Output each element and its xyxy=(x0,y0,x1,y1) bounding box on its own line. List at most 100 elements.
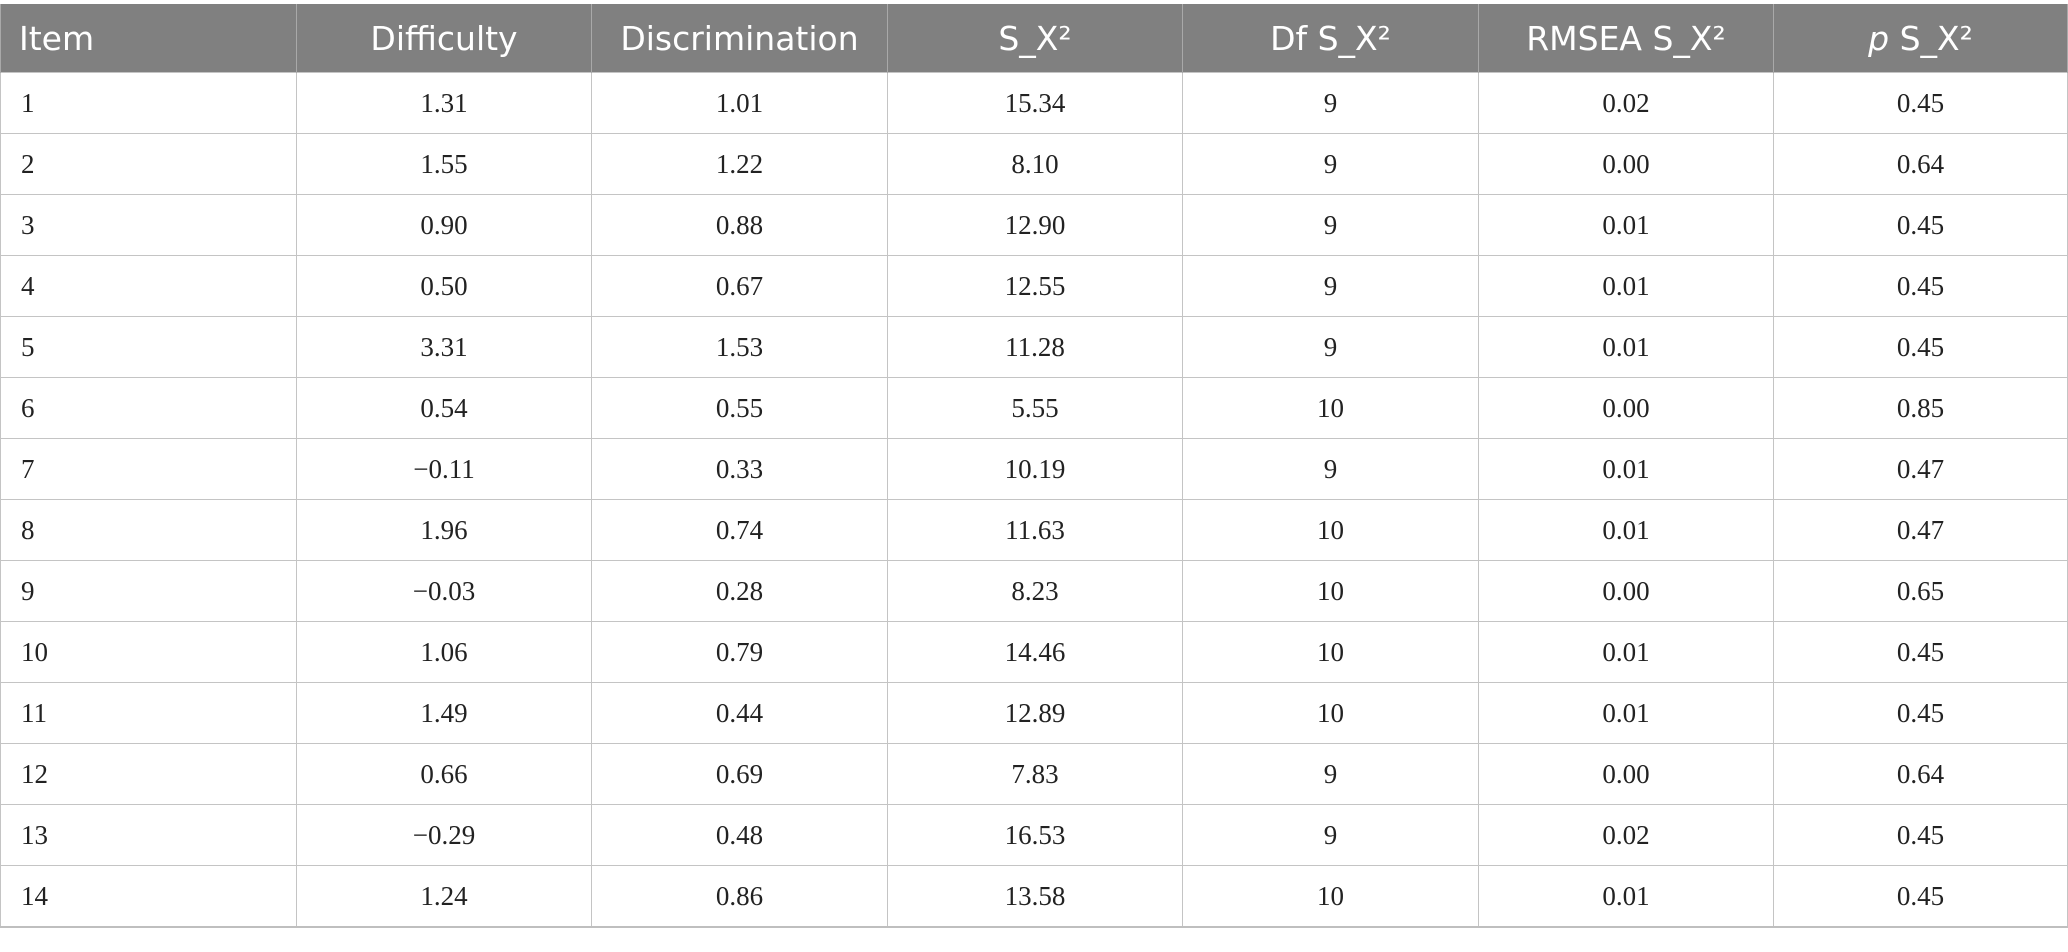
cell-rmsea: 0.02 xyxy=(1478,72,1774,134)
cell-rmsea: 0.00 xyxy=(1478,377,1774,439)
cell-sx2: 14.46 xyxy=(887,621,1183,683)
header-difficulty: Difficulty xyxy=(296,4,592,73)
table-row: 14 1.24 0.86 13.58 10 0.01 0.45 xyxy=(0,865,2068,928)
cell-sx2: 16.53 xyxy=(887,804,1183,866)
cell-rmsea: 0.01 xyxy=(1478,255,1774,317)
cell-discrimination: 0.69 xyxy=(591,743,888,805)
cell-discrimination: 1.01 xyxy=(591,72,888,134)
cell-item: 3 xyxy=(0,194,297,256)
cell-discrimination: 0.74 xyxy=(591,499,888,561)
cell-sx2: 15.34 xyxy=(887,72,1183,134)
table-row: 12 0.66 0.69 7.83 9 0.00 0.64 xyxy=(0,743,2068,805)
table-row: 10 1.06 0.79 14.46 10 0.01 0.45 xyxy=(0,621,2068,683)
cell-sx2: 11.63 xyxy=(887,499,1183,561)
cell-discrimination: 0.28 xyxy=(591,560,888,622)
cell-p: 0.45 xyxy=(1773,255,2068,317)
header-discrimination: Discrimination xyxy=(591,4,888,73)
cell-rmsea: 0.00 xyxy=(1478,743,1774,805)
table-row: 2 1.55 1.22 8.10 9 0.00 0.64 xyxy=(0,133,2068,195)
cell-item: 6 xyxy=(0,377,297,439)
cell-df: 9 xyxy=(1182,133,1479,195)
cell-difficulty: 0.66 xyxy=(296,743,592,805)
cell-p: 0.65 xyxy=(1773,560,2068,622)
table-row: 5 3.31 1.53 11.28 9 0.01 0.45 xyxy=(0,316,2068,378)
cell-discrimination: 0.33 xyxy=(591,438,888,500)
cell-p: 0.45 xyxy=(1773,72,2068,134)
table-row: 13 −0.29 0.48 16.53 9 0.02 0.45 xyxy=(0,804,2068,866)
header-row: Item Difficulty Discrimination S_X² Df S… xyxy=(0,4,2068,73)
cell-df: 10 xyxy=(1182,499,1479,561)
cell-rmsea: 0.02 xyxy=(1478,804,1774,866)
cell-sx2: 5.55 xyxy=(887,377,1183,439)
cell-df: 10 xyxy=(1182,560,1479,622)
cell-p: 0.45 xyxy=(1773,682,2068,744)
cell-rmsea: 0.01 xyxy=(1478,865,1774,928)
cell-item: 5 xyxy=(0,316,297,378)
cell-df: 9 xyxy=(1182,72,1479,134)
header-df-prefix: Df xyxy=(1270,18,1318,58)
cell-item: 4 xyxy=(0,255,297,317)
cell-p: 0.47 xyxy=(1773,499,2068,561)
table-row: 11 1.49 0.44 12.89 10 0.01 0.45 xyxy=(0,682,2068,744)
item-parameters-table-container: Item Difficulty Discrimination S_X² Df S… xyxy=(0,4,2068,928)
cell-df: 10 xyxy=(1182,682,1479,744)
cell-item: 9 xyxy=(0,560,297,622)
header-rmsea-prefix: RMSEA xyxy=(1526,18,1653,58)
table-row: 7 −0.11 0.33 10.19 9 0.01 0.47 xyxy=(0,438,2068,500)
cell-item: 7 xyxy=(0,438,297,500)
cell-difficulty: −0.11 xyxy=(296,438,592,500)
table-body: 1 1.31 1.01 15.34 9 0.02 0.45 2 1.55 1.22 8.10 9 0.0… xyxy=(0,72,2068,928)
cell-discrimination: 0.88 xyxy=(591,194,888,256)
table-row: 6 0.54 0.55 5.55 10 0.00 0.85 xyxy=(0,377,2068,439)
cell-rmsea: 0.01 xyxy=(1478,316,1774,378)
cell-rmsea: 0.01 xyxy=(1478,194,1774,256)
cell-sx2: 7.83 xyxy=(887,743,1183,805)
cell-sx2: 12.90 xyxy=(887,194,1183,256)
cell-p: 0.45 xyxy=(1773,804,2068,866)
cell-df: 9 xyxy=(1182,194,1479,256)
cell-discrimination: 0.67 xyxy=(591,255,888,317)
cell-difficulty: 1.96 xyxy=(296,499,592,561)
cell-difficulty: 1.49 xyxy=(296,682,592,744)
header-p-symbol: p xyxy=(1868,18,1890,58)
header-p-sx2: p S_X² xyxy=(1773,4,2068,73)
cell-p: 0.47 xyxy=(1773,438,2068,500)
cell-discrimination: 0.79 xyxy=(591,621,888,683)
cell-sx2: 12.89 xyxy=(887,682,1183,744)
cell-item: 12 xyxy=(0,743,297,805)
cell-rmsea: 0.01 xyxy=(1478,682,1774,744)
cell-p: 0.45 xyxy=(1773,865,2068,928)
table-row: 9 −0.03 0.28 8.23 10 0.00 0.65 xyxy=(0,560,2068,622)
cell-sx2: 8.23 xyxy=(887,560,1183,622)
cell-item: 13 xyxy=(0,804,297,866)
cell-df: 10 xyxy=(1182,377,1479,439)
cell-sx2: 10.19 xyxy=(887,438,1183,500)
cell-discrimination: 0.48 xyxy=(591,804,888,866)
cell-sx2: 11.28 xyxy=(887,316,1183,378)
cell-difficulty: 0.54 xyxy=(296,377,592,439)
cell-discrimination: 0.44 xyxy=(591,682,888,744)
cell-item: 10 xyxy=(0,621,297,683)
cell-df: 9 xyxy=(1182,743,1479,805)
cell-df: 9 xyxy=(1182,804,1479,866)
cell-rmsea: 0.01 xyxy=(1478,499,1774,561)
table-row: 4 0.50 0.67 12.55 9 0.01 0.45 xyxy=(0,255,2068,317)
table-row: 8 1.96 0.74 11.63 10 0.01 0.47 xyxy=(0,499,2068,561)
cell-difficulty: 1.06 xyxy=(296,621,592,683)
header-rmsea-sx2: RMSEA S_X² xyxy=(1478,4,1774,73)
cell-difficulty: 3.31 xyxy=(296,316,592,378)
cell-df: 10 xyxy=(1182,621,1479,683)
cell-df: 9 xyxy=(1182,255,1479,317)
cell-rmsea: 0.01 xyxy=(1478,621,1774,683)
header-p-rest: S_X² xyxy=(1889,18,1973,58)
header-item: Item xyxy=(0,4,297,73)
cell-p: 0.85 xyxy=(1773,377,2068,439)
cell-item: 14 xyxy=(0,865,297,928)
cell-difficulty: 0.90 xyxy=(296,194,592,256)
cell-p: 0.45 xyxy=(1773,621,2068,683)
header-df-rest: S_X² xyxy=(1317,18,1391,58)
cell-df: 9 xyxy=(1182,438,1479,500)
cell-item: 8 xyxy=(0,499,297,561)
cell-difficulty: 0.50 xyxy=(296,255,592,317)
cell-difficulty: 1.55 xyxy=(296,133,592,195)
